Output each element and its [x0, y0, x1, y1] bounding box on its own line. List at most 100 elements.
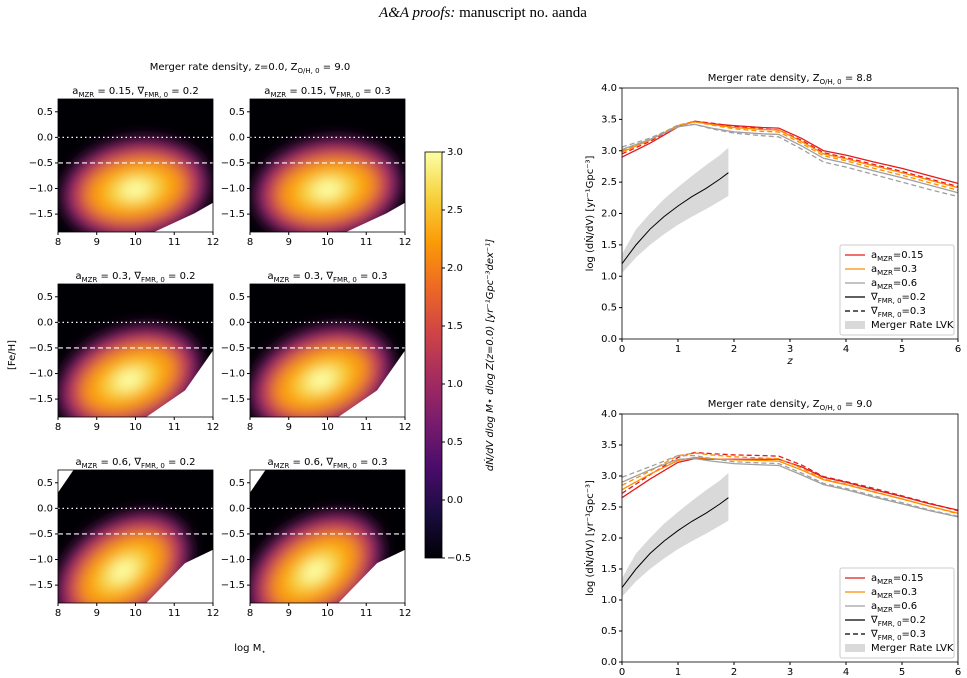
y-tick-label: 2.5 [601, 502, 617, 513]
series-line [621, 452, 959, 515]
text-part: ∇ [870, 306, 878, 317]
x-tick-label: 5 [899, 344, 905, 355]
text-part: =0.6 [893, 601, 917, 612]
text-part: = 0.2 [165, 457, 196, 468]
subscript: MZR [877, 283, 893, 291]
x-tick-label: 9 [286, 237, 292, 248]
text-part: =0.3 [893, 264, 917, 275]
density-level [312, 179, 343, 200]
y-axis-label: [Fe/H] [7, 340, 18, 370]
x-tick-label: 0 [619, 667, 625, 678]
subscript: FMR, 0 [878, 311, 902, 319]
text-part: a [871, 264, 877, 275]
x-tick-label: 9 [94, 237, 100, 248]
text-part: a [75, 457, 81, 468]
x-tick-label: 12 [399, 237, 412, 248]
series-line [621, 123, 959, 194]
subscript: MZR [877, 269, 893, 277]
series-line [621, 457, 959, 511]
x-tick-label: 8 [55, 422, 61, 433]
legend-label: aMZR=0.15 [871, 250, 924, 263]
x-axis-label: log M⋆ [234, 643, 265, 656]
text-part: = 0.15, ∇ [286, 86, 336, 97]
subscript: O/H, 0 [820, 78, 842, 86]
text-part: a [267, 271, 273, 282]
x-tick-label: 12 [399, 422, 412, 433]
text-part: = 0.2 [168, 86, 199, 97]
text-part: = 0.3, ∇ [289, 271, 333, 282]
y-tick-label: −1.0 [29, 555, 53, 566]
x-tick-label: 12 [207, 422, 220, 433]
subscript: FMR, 0 [141, 462, 165, 470]
text-part: = 9.0 [320, 62, 351, 73]
legend-label: aMZR=0.6 [871, 278, 917, 291]
density-blob [250, 324, 393, 417]
y-tick-label: 1.0 [601, 595, 617, 606]
text-part: ∇ [870, 615, 878, 626]
y-tick-label: −1.5 [221, 209, 245, 220]
text-part: =0.15 [893, 573, 924, 584]
y-tick-label: 0.0 [601, 657, 617, 668]
subscript: ⋆ [261, 648, 265, 656]
legend-label: Merger Rate LVK [871, 320, 954, 331]
series-line [621, 457, 959, 518]
y-tick-label: 2.0 [601, 533, 617, 544]
text-part: = 0.3 [360, 86, 391, 97]
y-tick-label: 0.0 [229, 132, 245, 143]
x-tick-label: 0 [619, 344, 625, 355]
x-tick-label: 1 [675, 667, 681, 678]
text-part: a [871, 278, 877, 289]
x-tick-label: 11 [168, 237, 181, 248]
legend-patch [845, 644, 865, 652]
y-tick-label: 1.0 [601, 271, 617, 282]
series-line [621, 123, 959, 198]
y-tick-label: −1.5 [221, 394, 245, 405]
y-tick-label: 0.5 [229, 478, 245, 489]
text-part: a [871, 601, 877, 612]
subscript: MZR [877, 606, 893, 614]
x-tick-label: 11 [360, 422, 373, 433]
series-line [621, 121, 959, 189]
y-tick-label: 0.0 [601, 334, 617, 345]
legend-patch [845, 321, 865, 329]
subscript: MZR [274, 462, 290, 470]
manuscript: manuscript no. aanda [459, 5, 587, 21]
colorbar-tick-label: 1.5 [447, 321, 463, 332]
x-tick-label: 12 [399, 608, 412, 619]
y-tick-label: 0.5 [601, 303, 617, 314]
text-part: = 0.2 [165, 271, 196, 282]
lvk-band [622, 472, 729, 597]
colorbar-tick-label: 0.5 [447, 437, 463, 448]
y-tick-label: 1.5 [601, 240, 617, 251]
text-part: = 0.15, ∇ [94, 86, 144, 97]
y-tick-label: −1.0 [29, 184, 53, 195]
heatmap-panel: aMZR = 0.15, ∇FMR, 0 = 0.3 8 9 10 11 12 0.5 0.0… [221, 86, 412, 248]
legend-box [839, 567, 955, 659]
empty-region [338, 549, 405, 603]
heatmap-panel: aMZR = 0.3, ∇FMR, 0 = 0.3 8 9 10 11 12 0.5 0.0 −… [221, 271, 412, 433]
colorbar-label: dṄ/dV dlog M⋆ dlog Z(z=0.0) [yr⁻¹Gpc⁻³de… [483, 239, 496, 471]
subscript: FMR, 0 [333, 462, 357, 470]
panel-title: aMZR = 0.3, ∇FMR, 0 = 0.2 [75, 271, 195, 284]
journal: A&A proofs: [378, 5, 455, 21]
legend-label: ∇FMR, 0=0.3 [870, 629, 926, 642]
y-tick-label: 0.5 [37, 292, 53, 303]
x-tick-label: 11 [168, 422, 181, 433]
colorbar-tick-label: 0.0 [447, 495, 463, 506]
y-tick-label: 0.5 [229, 107, 245, 118]
text-part: = 0.6, ∇ [289, 457, 333, 468]
density-blob [250, 511, 383, 603]
y-tick-label: −1.5 [29, 394, 53, 405]
y-tick-label: 2.5 [601, 177, 617, 188]
x-tick-label: 12 [207, 608, 220, 619]
x-tick-label: 10 [129, 608, 142, 619]
series-line [621, 454, 959, 517]
colorbar-tick-label: 2.0 [447, 263, 463, 274]
x-tick-label: 11 [360, 237, 373, 248]
page-header: A&A proofs: manuscript no. aanda [378, 5, 587, 21]
y-tick-label: 2.0 [601, 209, 617, 220]
subscript: O/H, 0 [298, 67, 320, 75]
x-tick-label: 4 [843, 344, 849, 355]
x-tick-label: 11 [168, 608, 181, 619]
